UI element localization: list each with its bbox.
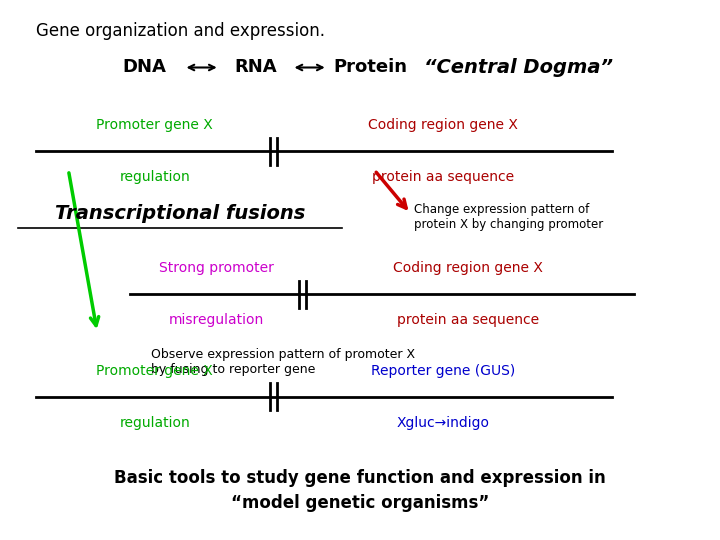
Text: regulation: regulation — [120, 416, 190, 430]
Text: RNA: RNA — [234, 58, 277, 77]
Text: Promoter gene X: Promoter gene X — [96, 364, 213, 378]
Text: Reporter gene (GUS): Reporter gene (GUS) — [371, 364, 515, 378]
Text: Observe expression pattern of promoter X
by fusing to reporter gene: Observe expression pattern of promoter X… — [151, 348, 415, 376]
Text: Basic tools to study gene function and expression in: Basic tools to study gene function and e… — [114, 469, 606, 487]
Text: Transcriptional fusions: Transcriptional fusions — [55, 204, 305, 223]
Text: Coding region gene X: Coding region gene X — [368, 118, 518, 132]
Text: DNA: DNA — [122, 58, 166, 77]
Text: Coding region gene X: Coding region gene X — [393, 261, 543, 275]
Text: Protein: Protein — [334, 58, 408, 77]
Text: misregulation: misregulation — [168, 313, 264, 327]
Text: “model genetic organisms”: “model genetic organisms” — [231, 494, 489, 512]
Text: Change expression pattern of
protein X by changing promoter: Change expression pattern of protein X b… — [414, 203, 603, 231]
Text: Xgluc→indigo: Xgluc→indigo — [396, 416, 490, 430]
Text: regulation: regulation — [120, 170, 190, 184]
Text: Gene organization and expression.: Gene organization and expression. — [36, 22, 325, 39]
Text: Strong promoter: Strong promoter — [158, 261, 274, 275]
Text: protein aa sequence: protein aa sequence — [397, 313, 539, 327]
Text: Promoter gene X: Promoter gene X — [96, 118, 213, 132]
Text: “Central Dogma”: “Central Dogma” — [424, 58, 613, 77]
Text: protein aa sequence: protein aa sequence — [372, 170, 514, 184]
